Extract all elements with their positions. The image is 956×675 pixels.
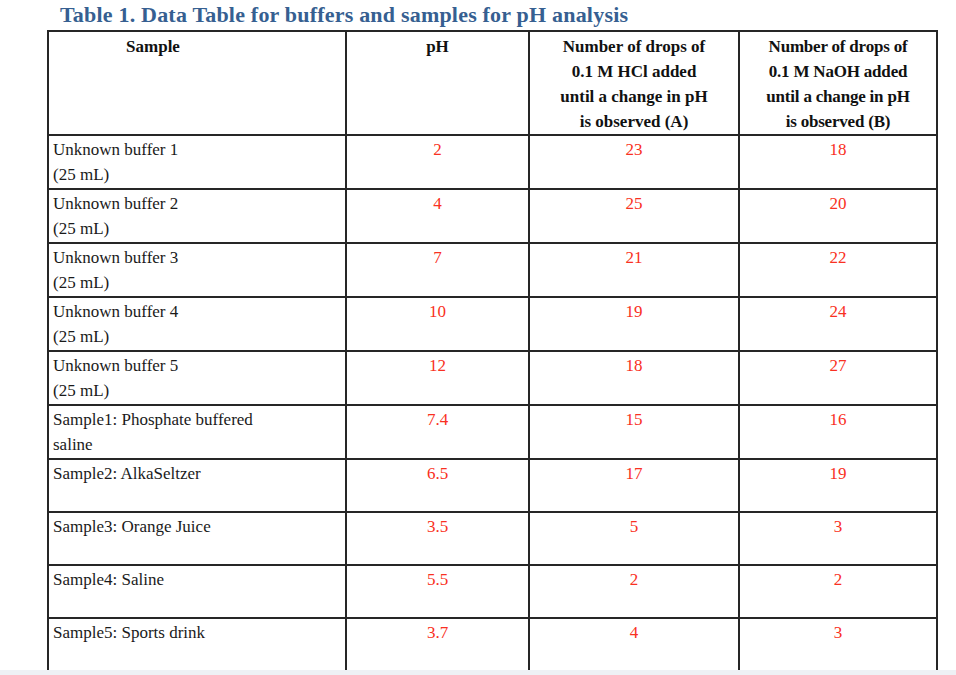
col-header-naoh-drops: Number of drops of 0.1 M NaOH added unti… bbox=[739, 31, 937, 135]
sample-cell: Sample2: AlkaSeltzer bbox=[48, 459, 346, 512]
header-line: until a change in pH bbox=[742, 84, 934, 109]
sample-cell: Sample4: Saline bbox=[48, 565, 346, 618]
header-line: Sample bbox=[51, 34, 343, 59]
naoh-drops-cell: 19 bbox=[739, 459, 937, 512]
data-table: Sample pH Number of drops of 0.1 M HCl a… bbox=[47, 30, 938, 672]
sample-name: Sample3: Orange Juice bbox=[53, 514, 341, 539]
ph-cell: 10 bbox=[346, 297, 529, 351]
ph-cell: 2 bbox=[346, 135, 529, 189]
sample-cell: Sample3: Orange Juice bbox=[48, 512, 346, 565]
naoh-drops-cell: 20 bbox=[739, 189, 937, 243]
sample-cell: Unknown buffer 4 (25 mL) bbox=[48, 297, 346, 351]
naoh-drops-cell: 16 bbox=[739, 405, 937, 459]
sample-name: Unknown buffer 1 bbox=[53, 137, 341, 162]
col-header-hcl-drops: Number of drops of 0.1 M HCl added until… bbox=[529, 31, 739, 135]
header-row: Sample pH Number of drops of 0.1 M HCl a… bbox=[48, 31, 937, 135]
table-row: Unknown buffer 4 (25 mL) 10 19 24 bbox=[48, 297, 937, 351]
naoh-drops-cell: 27 bbox=[739, 351, 937, 405]
header-line: Number of drops of bbox=[532, 34, 736, 59]
ph-cell: 4 bbox=[346, 189, 529, 243]
table-row: Sample1: Phosphate buffered saline 7.4 1… bbox=[48, 405, 937, 459]
sample-cell: Unknown buffer 1 (25 mL) bbox=[48, 135, 346, 189]
header-line: until a change in pH bbox=[532, 84, 736, 109]
header-line: is observed (A) bbox=[532, 109, 736, 134]
hcl-drops-cell: 4 bbox=[529, 618, 739, 671]
sample-name: Unknown buffer 3 bbox=[53, 245, 341, 270]
table-row: Unknown buffer 5 (25 mL) 12 18 27 bbox=[48, 351, 937, 405]
sample-cell: Sample1: Phosphate buffered saline bbox=[48, 405, 346, 459]
sample-name: Sample4: Saline bbox=[53, 567, 341, 592]
page-edge-strip bbox=[0, 670, 956, 675]
sample-cell: Unknown buffer 5 (25 mL) bbox=[48, 351, 346, 405]
table-row: Unknown buffer 3 (25 mL) 7 21 22 bbox=[48, 243, 937, 297]
sample-name: Unknown buffer 4 bbox=[53, 299, 341, 324]
header-line: pH bbox=[349, 34, 526, 59]
col-header-sample: Sample bbox=[48, 31, 346, 135]
sample-cell: Unknown buffer 2 (25 mL) bbox=[48, 189, 346, 243]
header-line: 0.1 M HCl added bbox=[532, 59, 736, 84]
table-row: Sample3: Orange Juice 3.5 5 3 bbox=[48, 512, 937, 565]
naoh-drops-cell: 22 bbox=[739, 243, 937, 297]
hcl-drops-cell: 25 bbox=[529, 189, 739, 243]
hcl-drops-cell: 15 bbox=[529, 405, 739, 459]
hcl-drops-cell: 2 bbox=[529, 565, 739, 618]
ph-cell: 3.7 bbox=[346, 618, 529, 671]
table-row: Sample4: Saline 5.5 2 2 bbox=[48, 565, 937, 618]
header-line: Number of drops of bbox=[742, 34, 934, 59]
naoh-drops-cell: 3 bbox=[739, 618, 937, 671]
document-page: Table 1. Data Table for buffers and samp… bbox=[0, 0, 956, 675]
ph-cell: 12 bbox=[346, 351, 529, 405]
sample-volume: (25 mL) bbox=[53, 378, 341, 403]
sample-volume: (25 mL) bbox=[53, 216, 341, 241]
header-line: 0.1 M NaOH added bbox=[742, 59, 934, 84]
ph-cell: 6.5 bbox=[346, 459, 529, 512]
table-row: Sample2: AlkaSeltzer 6.5 17 19 bbox=[48, 459, 937, 512]
ph-cell: 5.5 bbox=[346, 565, 529, 618]
sample-name: Sample2: AlkaSeltzer bbox=[53, 461, 341, 486]
sample-name: Sample5: Sports drink bbox=[53, 620, 341, 645]
table-row: Unknown buffer 1 (25 mL) 2 23 18 bbox=[48, 135, 937, 189]
sample-name: Unknown buffer 2 bbox=[53, 191, 341, 216]
naoh-drops-cell: 2 bbox=[739, 565, 937, 618]
sample-volume: (25 mL) bbox=[53, 324, 341, 349]
ph-cell: 7.4 bbox=[346, 405, 529, 459]
hcl-drops-cell: 17 bbox=[529, 459, 739, 512]
naoh-drops-cell: 24 bbox=[739, 297, 937, 351]
table-row: Unknown buffer 2 (25 mL) 4 25 20 bbox=[48, 189, 937, 243]
sample-volume: (25 mL) bbox=[53, 162, 341, 187]
sample-cell: Unknown buffer 3 (25 mL) bbox=[48, 243, 346, 297]
hcl-drops-cell: 23 bbox=[529, 135, 739, 189]
sample-name: Sample1: Phosphate buffered bbox=[53, 407, 341, 432]
hcl-drops-cell: 21 bbox=[529, 243, 739, 297]
table-row: Sample5: Sports drink 3.7 4 3 bbox=[48, 618, 937, 671]
sample-volume: (25 mL) bbox=[53, 270, 341, 295]
naoh-drops-cell: 3 bbox=[739, 512, 937, 565]
hcl-drops-cell: 19 bbox=[529, 297, 739, 351]
table-title: Table 1. Data Table for buffers and samp… bbox=[60, 0, 956, 28]
sample-name-wrap: saline bbox=[53, 432, 341, 457]
ph-cell: 3.5 bbox=[346, 512, 529, 565]
naoh-drops-cell: 18 bbox=[739, 135, 937, 189]
sample-name: Unknown buffer 5 bbox=[53, 353, 341, 378]
col-header-ph: pH bbox=[346, 31, 529, 135]
hcl-drops-cell: 5 bbox=[529, 512, 739, 565]
hcl-drops-cell: 18 bbox=[529, 351, 739, 405]
sample-cell: Sample5: Sports drink bbox=[48, 618, 346, 671]
header-line: is observed (B) bbox=[742, 109, 934, 134]
ph-cell: 7 bbox=[346, 243, 529, 297]
